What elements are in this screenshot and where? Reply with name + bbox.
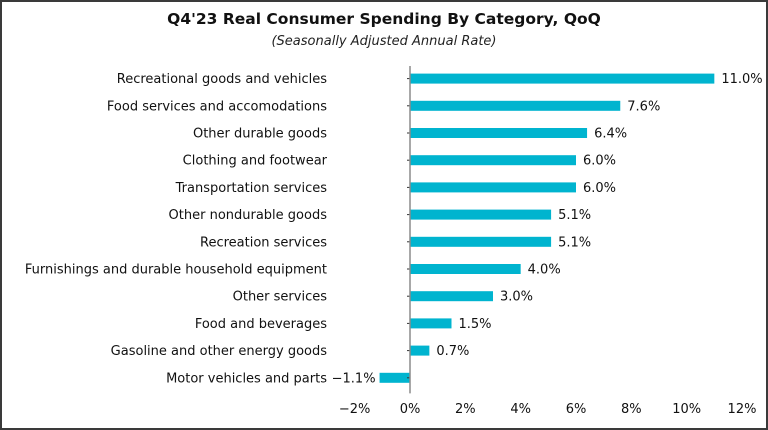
category-label: Recreational goods and vehicles: [117, 72, 327, 87]
bar: [410, 345, 430, 356]
data-label: 11.0%: [721, 72, 762, 87]
data-label: 5.1%: [558, 235, 591, 250]
category-label: Motor vehicles and parts: [166, 371, 327, 386]
bar: [410, 155, 576, 166]
category-label: Clothing and footwear: [183, 154, 328, 169]
category-label: Food services and accomodations: [107, 99, 327, 114]
data-label: 6.4%: [594, 127, 627, 142]
category-label: Recreation services: [200, 235, 327, 250]
data-label: 7.6%: [627, 99, 660, 114]
bar: [410, 73, 715, 84]
category-label: Furnishings and durable household equipm…: [25, 263, 327, 278]
x-tick-label: 4%: [510, 402, 531, 417]
category-label: Transportation services: [175, 181, 328, 196]
data-label: −1.1%: [332, 371, 376, 386]
bar: [379, 372, 410, 383]
x-tick-label: 10%: [672, 402, 701, 417]
bar: [410, 318, 452, 329]
data-label: 5.1%: [558, 208, 591, 223]
bar: [410, 128, 588, 138]
data-label: 3.0%: [500, 290, 533, 305]
bar: [410, 182, 576, 193]
x-tick-label: −2%: [339, 402, 371, 417]
bar: [410, 291, 493, 302]
chart-title: Q4'23 Real Consumer Spending By Category…: [167, 10, 601, 28]
x-tick-label: 6%: [566, 402, 587, 417]
x-tick-label: 12%: [728, 402, 757, 417]
bar: [410, 236, 552, 247]
category-label: Other services: [233, 290, 328, 305]
data-label: 4.0%: [528, 263, 561, 278]
data-label: 6.0%: [583, 154, 616, 169]
category-label: Food and beverages: [195, 317, 327, 332]
x-tick-label: 2%: [455, 402, 476, 417]
bar: [410, 264, 521, 274]
bar: [410, 209, 552, 220]
bar: [410, 100, 621, 111]
chart-subtitle: (Seasonally Adjusted Annual Rate): [271, 34, 497, 49]
data-label: 6.0%: [583, 181, 616, 196]
x-tick-label: 0%: [400, 402, 421, 417]
category-label: Other nondurable goods: [169, 208, 328, 223]
category-label: Other durable goods: [193, 127, 327, 142]
data-label: 1.5%: [459, 317, 492, 332]
x-tick-label: 8%: [621, 402, 642, 417]
data-label: 0.7%: [436, 344, 469, 359]
category-label: Gasoline and other energy goods: [111, 344, 328, 359]
